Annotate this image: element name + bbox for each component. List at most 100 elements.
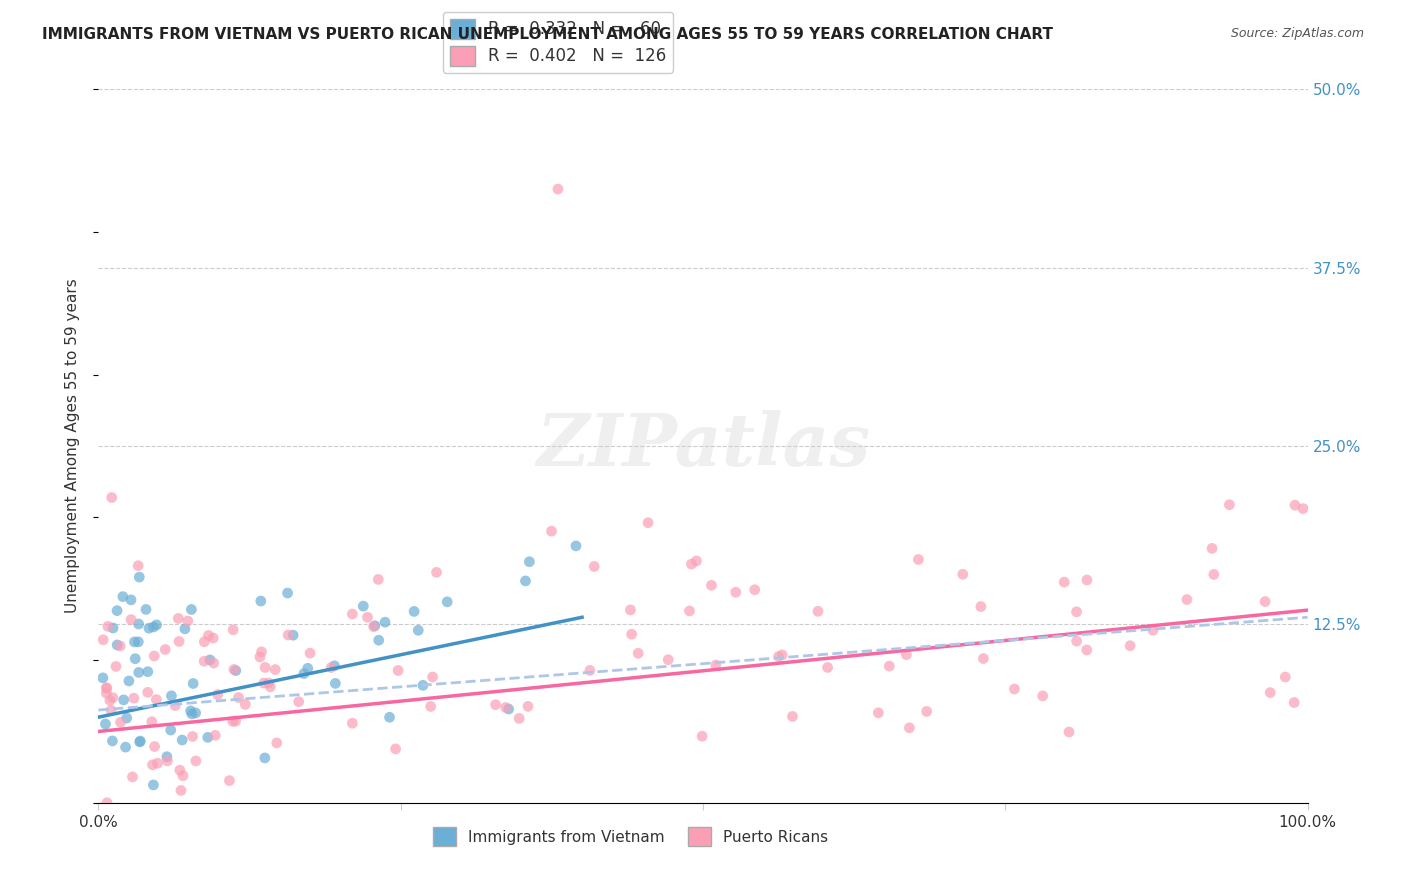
- Immigrants from Vietnam: [292, 666, 315, 681]
- Puerto Ricans: [495, 700, 517, 714]
- Puerto Ricans: [165, 698, 187, 713]
- Puerto Ricans: [583, 559, 606, 574]
- Puerto Ricans: [1066, 605, 1088, 619]
- Immigrants from Vietnam: [156, 749, 179, 764]
- Immigrants from Vietnam: [297, 661, 319, 675]
- Puerto Ricans: [287, 695, 309, 709]
- Legend: Immigrants from Vietnam, Puerto Ricans: Immigrants from Vietnam, Puerto Ricans: [427, 822, 834, 852]
- Puerto Ricans: [744, 582, 766, 597]
- Puerto Ricans: [782, 709, 804, 723]
- Puerto Ricans: [96, 796, 118, 810]
- Puerto Ricans: [685, 554, 707, 568]
- Immigrants from Vietnam: [128, 570, 150, 584]
- Puerto Ricans: [952, 567, 974, 582]
- Puerto Ricans: [136, 685, 159, 699]
- Puerto Ricans: [342, 716, 364, 731]
- Puerto Ricans: [1274, 670, 1296, 684]
- Immigrants from Vietnam: [325, 676, 347, 690]
- Puerto Ricans: [1119, 639, 1142, 653]
- Puerto Ricans: [419, 699, 441, 714]
- Puerto Ricans: [141, 714, 163, 729]
- Immigrants from Vietnam: [174, 622, 197, 636]
- Puerto Ricans: [156, 754, 179, 768]
- Puerto Ricans: [1258, 685, 1281, 699]
- Puerto Ricans: [98, 693, 121, 707]
- Puerto Ricans: [167, 611, 190, 625]
- Puerto Ricans: [387, 664, 409, 678]
- Immigrants from Vietnam: [352, 599, 374, 614]
- Immigrants from Vietnam: [159, 723, 181, 737]
- Immigrants from Vietnam: [225, 664, 247, 678]
- Puerto Ricans: [264, 663, 287, 677]
- Puerto Ricans: [1292, 501, 1315, 516]
- Puerto Ricans: [202, 656, 225, 670]
- Puerto Ricans: [1282, 696, 1305, 710]
- Puerto Ricans: [547, 182, 569, 196]
- Text: ZIPatlas: ZIPatlas: [536, 410, 870, 482]
- Puerto Ricans: [579, 664, 602, 678]
- Puerto Ricans: [1032, 689, 1054, 703]
- Puerto Ricans: [657, 653, 679, 667]
- Puerto Ricans: [96, 681, 118, 696]
- Puerto Ricans: [101, 690, 124, 705]
- Immigrants from Vietnam: [197, 731, 219, 745]
- Puerto Ricans: [100, 703, 122, 717]
- Immigrants from Vietnam: [412, 678, 434, 692]
- Puerto Ricans: [197, 628, 219, 642]
- Immigrants from Vietnam: [406, 624, 429, 638]
- Puerto Ricans: [637, 516, 659, 530]
- Puerto Ricans: [817, 660, 839, 674]
- Puerto Ricans: [91, 632, 114, 647]
- Puerto Ricans: [367, 573, 389, 587]
- Puerto Ricans: [425, 566, 447, 580]
- Puerto Ricans: [122, 691, 145, 706]
- Immigrants from Vietnam: [142, 620, 165, 634]
- Immigrants from Vietnam: [124, 635, 146, 649]
- Immigrants from Vietnam: [105, 638, 128, 652]
- Puerto Ricans: [724, 585, 747, 599]
- Immigrants from Vietnam: [128, 665, 150, 680]
- Puerto Ricans: [678, 604, 700, 618]
- Puerto Ricans: [484, 698, 506, 712]
- Puerto Ricans: [681, 557, 703, 571]
- Immigrants from Vietnam: [112, 693, 135, 707]
- Puerto Ricans: [108, 639, 131, 653]
- Immigrants from Vietnam: [180, 704, 202, 718]
- Puerto Ricans: [96, 681, 118, 695]
- Puerto Ricans: [768, 649, 790, 664]
- Text: IMMIGRANTS FROM VIETNAM VS PUERTO RICAN UNEMPLOYMENT AMONG AGES 55 TO 59 YEARS C: IMMIGRANTS FROM VIETNAM VS PUERTO RICAN …: [42, 27, 1053, 42]
- Immigrants from Vietnam: [145, 618, 167, 632]
- Puerto Ricans: [384, 742, 406, 756]
- Immigrants from Vietnam: [101, 734, 124, 748]
- Puerto Ricans: [145, 692, 167, 706]
- Immigrants from Vietnam: [367, 633, 389, 648]
- Immigrants from Vietnam: [515, 574, 537, 588]
- Puerto Ricans: [342, 607, 364, 621]
- Puerto Ricans: [619, 603, 641, 617]
- Immigrants from Vietnam: [118, 673, 141, 688]
- Puerto Ricans: [110, 715, 132, 730]
- Immigrants from Vietnam: [129, 734, 152, 748]
- Immigrants from Vietnam: [115, 711, 138, 725]
- Immigrants from Vietnam: [181, 706, 204, 721]
- Puerto Ricans: [100, 491, 122, 505]
- Puerto Ricans: [1201, 541, 1223, 556]
- Puerto Ricans: [1142, 624, 1164, 638]
- Puerto Ricans: [898, 721, 921, 735]
- Immigrants from Vietnam: [127, 635, 149, 649]
- Puerto Ricans: [193, 634, 215, 648]
- Immigrants from Vietnam: [364, 619, 387, 633]
- Puerto Ricans: [259, 680, 281, 694]
- Puerto Ricans: [700, 578, 723, 592]
- Immigrants from Vietnam: [277, 586, 299, 600]
- Immigrants from Vietnam: [198, 653, 221, 667]
- Puerto Ricans: [127, 558, 149, 573]
- Puerto Ricans: [193, 654, 215, 668]
- Puerto Ricans: [207, 688, 229, 702]
- Puerto Ricans: [1002, 681, 1025, 696]
- Puerto Ricans: [627, 646, 650, 660]
- Immigrants from Vietnam: [91, 671, 114, 685]
- Puerto Ricans: [155, 642, 177, 657]
- Immigrants from Vietnam: [250, 594, 273, 608]
- Puerto Ricans: [868, 706, 890, 720]
